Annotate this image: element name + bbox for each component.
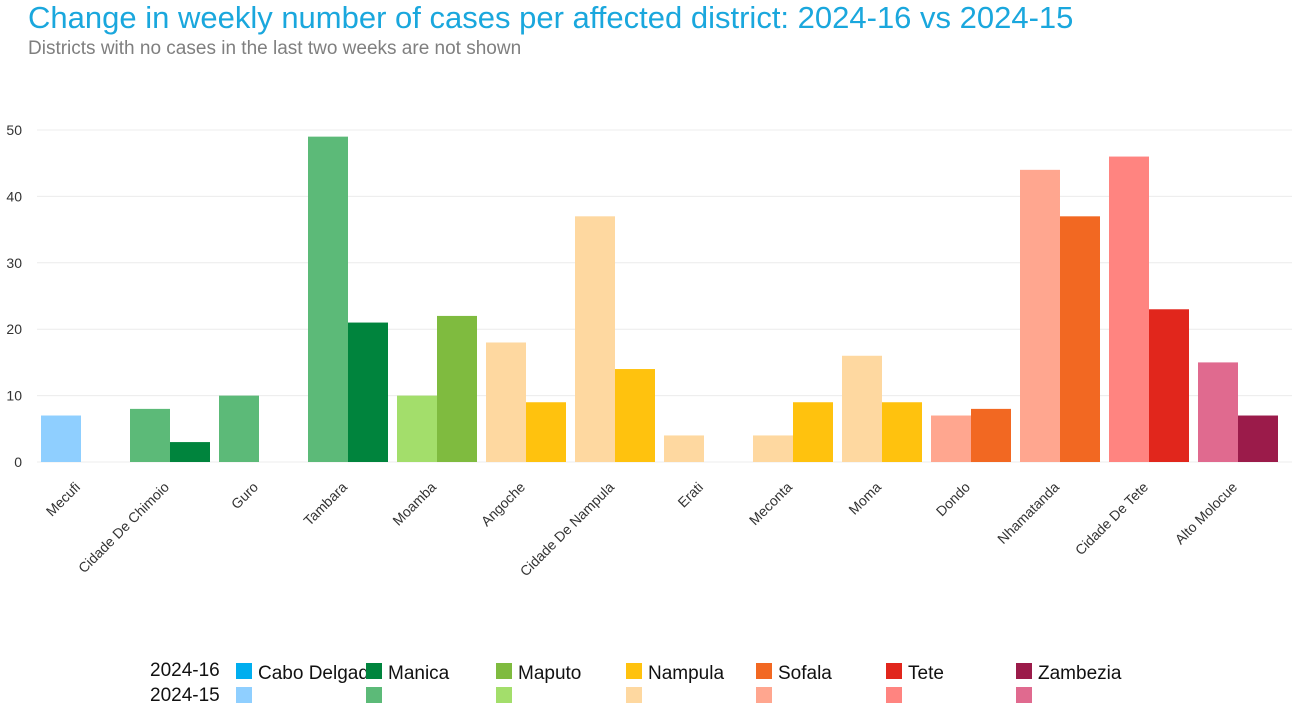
bar-2024-15 — [664, 435, 704, 462]
y-tick-label: 20 — [6, 321, 22, 337]
chart-subtitle: Districts with no cases in the last two … — [28, 38, 522, 59]
chart-title: Change in weekly number of cases per aff… — [28, 0, 1074, 35]
x-tick-label: Tambara — [300, 479, 350, 529]
legend-swatch-previous — [236, 687, 252, 703]
bar-2024-15 — [1020, 169, 1060, 462]
bar-2024-16 — [882, 402, 922, 462]
bar-2024-15 — [130, 408, 170, 462]
bar-2024-15 — [575, 216, 615, 462]
legend-swatch-previous — [496, 687, 512, 703]
x-tick-label: Cidade De Tete — [1072, 479, 1152, 559]
legend-row-current-label: 2024-16 — [150, 660, 220, 681]
y-tick-label: 40 — [6, 188, 22, 204]
legend-item-label: Manica — [388, 663, 450, 684]
y-tick-label: 10 — [6, 388, 22, 404]
legend-swatch-previous — [1016, 687, 1032, 703]
legend-swatch-previous — [626, 687, 642, 703]
bar-2024-16 — [793, 402, 833, 462]
bar-2024-16 — [1060, 216, 1100, 462]
legend-swatch-previous — [366, 687, 382, 703]
bar-2024-15 — [41, 415, 81, 462]
bars — [41, 136, 1278, 462]
y-tick-label: 30 — [6, 255, 22, 271]
x-tick-label: Nhamatanda — [994, 479, 1062, 547]
bar-2024-16 — [437, 315, 477, 462]
legend-item-label: Zambezia — [1038, 663, 1122, 684]
x-tick-label: Guro — [228, 479, 261, 512]
bar-2024-16 — [1149, 309, 1189, 462]
y-tick-label: 0 — [14, 454, 22, 470]
legend-swatch-previous — [756, 687, 772, 703]
bar-2024-16 — [170, 442, 210, 462]
bar-2024-16 — [971, 408, 1011, 462]
x-tick-label: Alto Molocue — [1172, 479, 1241, 548]
bar-2024-15 — [397, 395, 437, 462]
legend-swatch-current — [756, 663, 772, 679]
bar-2024-15 — [486, 342, 526, 462]
y-axis-ticks: 0 10 20 30 40 50 — [6, 122, 22, 470]
bar-2024-15 — [931, 415, 971, 462]
x-tick-label: Erati — [674, 479, 706, 511]
legend-item-label: Maputo — [518, 663, 582, 684]
bar-2024-16 — [348, 322, 388, 462]
bar-2024-15 — [842, 355, 882, 462]
bar-2024-15 — [308, 136, 348, 462]
legend-swatch-current — [626, 663, 642, 679]
legend-row-previous-label: 2024-15 — [150, 685, 220, 706]
bar-2024-16 — [615, 369, 655, 462]
legend: 2024-16 2024-15 Cabo Delgado Manica Maputo… — [150, 660, 1250, 712]
legend-item-label: Cabo Delgado — [258, 663, 380, 684]
x-tick-label: Dondo — [933, 479, 974, 520]
legend-swatch-current — [496, 663, 512, 679]
legend-item-label: Sofala — [778, 663, 832, 684]
bar-2024-15 — [753, 435, 793, 462]
bar-2024-16 — [1238, 415, 1278, 462]
legend-swatch-current — [886, 663, 902, 679]
x-tick-label: Cidade De Nampula — [517, 479, 618, 580]
x-tick-label: Meconta — [746, 479, 795, 528]
x-tick-label: Mecufi — [43, 479, 83, 519]
legend-swatch-current — [1016, 663, 1032, 679]
legend-item-label: Nampula — [648, 663, 725, 684]
x-tick-label: Cidade De Chimoio — [75, 479, 172, 576]
legend-swatch-previous — [886, 687, 902, 703]
legend-swatch-current — [236, 663, 252, 679]
legend-swatch-current — [366, 663, 382, 679]
bar-2024-15 — [219, 395, 259, 462]
bar-2024-15 — [1198, 362, 1238, 462]
legend-item-label: Tete — [908, 663, 944, 684]
x-tick-label: Moamba — [389, 479, 439, 529]
bar-2024-16 — [526, 402, 566, 462]
x-tick-label: Moma — [845, 479, 884, 518]
x-tick-label: Angoche — [478, 479, 529, 530]
y-tick-label: 50 — [6, 122, 22, 138]
bar-2024-15 — [1109, 156, 1149, 462]
